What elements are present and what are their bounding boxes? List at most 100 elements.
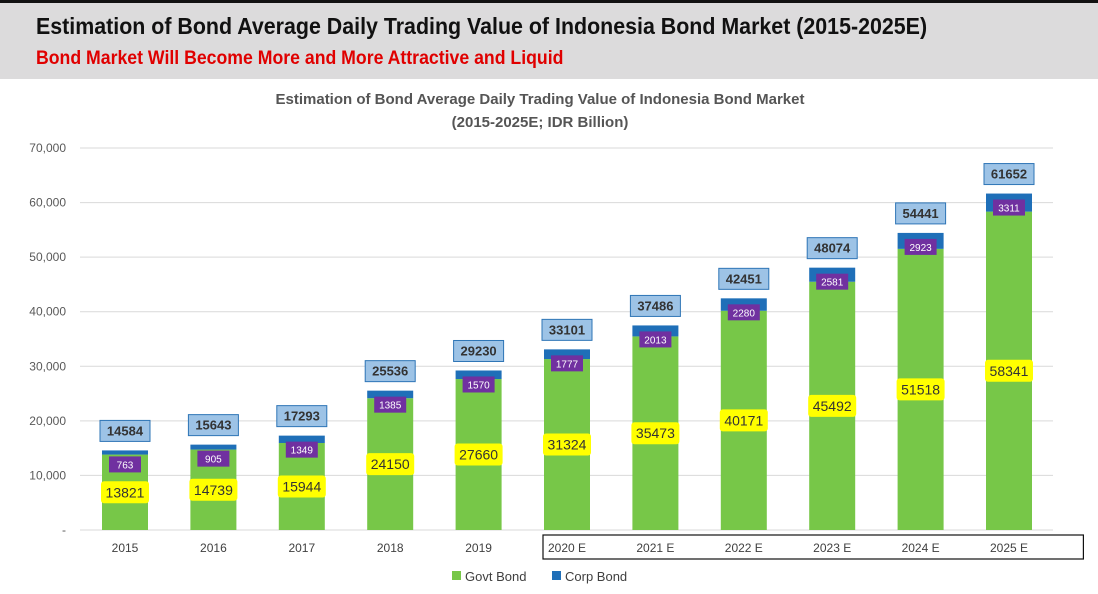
total-label-box	[806, 237, 858, 260]
x-tick-label: 2016	[200, 541, 227, 555]
govt-data-label: 31324	[548, 437, 587, 453]
bar-corp-bond	[190, 444, 237, 450]
total-data-label: 54441	[903, 206, 939, 221]
bar-corp-bond	[632, 325, 679, 337]
govt-data-label: 35473	[636, 425, 675, 441]
bar-corp-bond	[455, 370, 502, 380]
x-tick-label: 2022 E	[725, 541, 763, 555]
total-label-box	[541, 318, 593, 341]
chart-subtitle: (2015-2025E; IDR Billion)	[452, 114, 629, 131]
corp-label-box	[109, 456, 141, 473]
corp-data-label: 2923	[909, 243, 932, 254]
govt-label-box	[985, 359, 1033, 382]
total-label-box	[364, 360, 416, 383]
govt-data-label: 58341	[990, 363, 1029, 379]
total-data-label: 42451	[726, 271, 762, 286]
total-data-label: 25536	[372, 364, 408, 379]
govt-label-box	[631, 422, 680, 445]
govt-label-box	[189, 478, 238, 501]
y-tick-label: 10,000	[29, 468, 66, 482]
corp-data-label: 2013	[644, 335, 667, 346]
govt-data-label: 45492	[813, 398, 852, 414]
chart-title: Estimation of Bond Average Daily Trading…	[276, 91, 805, 108]
y-tick-label: 40,000	[29, 305, 66, 319]
page-title: Estimation of Bond Average Daily Trading…	[36, 13, 928, 39]
x-tick-label: 2018	[377, 541, 404, 555]
total-label-box	[629, 294, 681, 317]
total-data-label: 14584	[107, 423, 144, 438]
corp-label-box	[197, 450, 230, 467]
legend-label-corp-bond: Corp Bond	[565, 569, 627, 584]
corp-data-label: 905	[205, 455, 222, 466]
corp-data-label: 1570	[467, 380, 490, 391]
total-data-label: 37486	[637, 298, 673, 313]
govt-label-box	[719, 409, 768, 432]
govt-label-box	[808, 394, 857, 417]
bar-corp-bond	[367, 390, 414, 399]
govt-data-label: 40171	[724, 412, 763, 428]
corp-label-box	[462, 376, 495, 393]
y-tick-label: 70,000	[29, 141, 66, 155]
corp-data-label: 2280	[733, 308, 756, 319]
govt-data-label: 51518	[901, 381, 940, 397]
y-tick-label: 50,000	[29, 250, 66, 264]
corp-data-label: 2581	[821, 278, 844, 289]
govt-label-box	[366, 453, 415, 476]
y-tick-label: 20,000	[29, 414, 66, 428]
y-tick-label: -	[62, 523, 66, 537]
total-data-label: 29230	[461, 343, 497, 358]
total-data-label: 61652	[991, 167, 1027, 182]
x-tick-label: 2020 E	[548, 541, 586, 555]
govt-data-label: 15944	[282, 478, 321, 494]
govt-label-box	[101, 481, 149, 504]
corp-label-box	[285, 441, 318, 458]
corp-label-box	[904, 238, 937, 255]
corp-label-box	[993, 199, 1025, 216]
corp-data-label: 1349	[291, 446, 314, 457]
govt-label-box	[277, 475, 326, 498]
total-label-box	[718, 267, 770, 290]
x-tick-label: 2024 E	[902, 541, 940, 555]
total-label-box	[453, 339, 505, 362]
legend-swatch-corp-bond	[552, 571, 561, 580]
y-tick-label: 30,000	[29, 359, 66, 373]
corp-data-label: 1777	[556, 359, 579, 370]
corp-label-box	[816, 273, 849, 290]
corp-data-label: 763	[117, 460, 134, 471]
bar-corp-bond	[278, 435, 325, 443]
total-data-label: 33101	[549, 322, 585, 337]
govt-data-label: 27660	[459, 447, 498, 463]
total-label-box	[895, 202, 947, 225]
y-tick-label: 60,000	[29, 196, 66, 210]
bar-corp-bond	[544, 349, 590, 360]
total-data-label: 17293	[284, 409, 320, 424]
header-banner: Estimation of Bond Average Daily Trading…	[0, 3, 1098, 79]
forecast-period-box	[542, 534, 1085, 560]
top-border	[0, 0, 1098, 3]
total-label-box	[187, 414, 239, 437]
x-tick-label: 2023 E	[813, 541, 851, 555]
legend-swatch-govt-bond	[452, 571, 461, 580]
corp-label-box	[639, 331, 672, 348]
bar-corp-bond	[102, 450, 148, 455]
x-tick-label: 2021 E	[636, 541, 674, 555]
corp-data-label: 1385	[379, 401, 402, 412]
corp-label-box	[727, 304, 760, 321]
x-tick-label: 2017	[288, 541, 315, 555]
govt-data-label: 14739	[194, 482, 233, 498]
total-label-box	[99, 419, 151, 442]
corp-data-label: 3311	[998, 204, 1020, 215]
corp-label-box	[374, 396, 407, 413]
total-label-box	[276, 405, 328, 428]
x-tick-label: 2015	[112, 541, 139, 555]
total-data-label: 48074	[814, 241, 851, 256]
legend-label-govt-bond: Govt Bond	[465, 569, 526, 584]
total-label-box	[983, 163, 1035, 186]
x-tick-label: 2019	[465, 541, 492, 555]
page-subtitle: Bond Market Will Become More and More At…	[36, 48, 564, 69]
govt-data-label: 13821	[106, 484, 145, 500]
govt-label-box	[896, 378, 945, 401]
govt-label-box	[454, 443, 503, 466]
x-tick-label: 2025 E	[990, 541, 1028, 555]
